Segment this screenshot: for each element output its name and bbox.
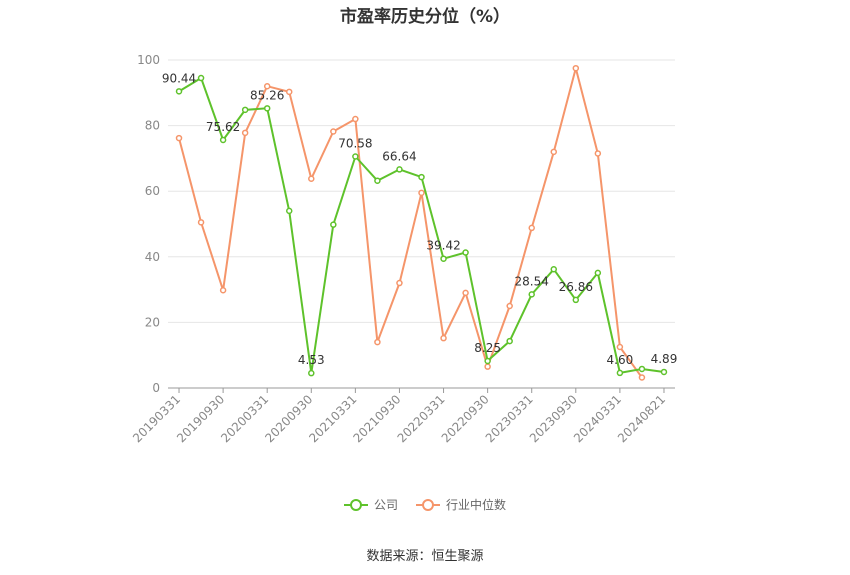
data-label-company-20200930: 4.53 [298,353,325,367]
point-industry-20240630 [638,374,646,381]
data-label-company-20220331: 39.42 [426,239,460,253]
point-company-20200930 [308,369,315,377]
data-label-company-20230930: 26.86 [559,280,593,294]
data-label-company-20190930: 75.62 [206,120,240,134]
x-tick-label-20240821: 20240821 [615,392,668,445]
point-company-20190630 [197,74,205,82]
point-industry-20221231 [506,302,513,310]
legend-label-industry: 行业中位数 [446,498,507,512]
point-company-20230930 [572,296,580,304]
point-industry-20200930 [308,175,315,182]
y-tick-label-100: 100 [137,53,160,67]
point-company-20231231 [594,269,602,277]
point-industry-20220630 [462,289,469,297]
point-company-20190331 [175,88,183,95]
point-company-20230331 [528,291,535,298]
point-industry-20201231 [330,128,337,135]
point-industry-20220331 [440,334,447,342]
point-industry-20230630 [550,148,558,156]
y-tick-label-40: 40 [145,250,160,264]
legend-label-company: 公司 [373,498,398,512]
point-company-20200331 [263,105,271,112]
y-tick-label-20: 20 [145,315,160,329]
point-company-20191231 [241,106,249,114]
point-industry-20210930 [396,279,403,287]
point-company-20200630 [285,207,293,215]
point-industry-20190331 [175,134,183,142]
point-company-20190930 [219,136,227,144]
point-company-20240331 [616,369,624,377]
point-industry-20200331 [263,82,271,90]
plot-area: 0204060801002019033120190930202003312020… [130,53,677,445]
series-group [175,64,668,381]
point-company-20240630 [638,365,646,373]
data-label-company-20240331: 4.60 [607,353,634,367]
legend-item-industry-median[interactable]: 行业中位数 [416,496,506,513]
point-company-20210930 [396,166,403,173]
point-company-20220930 [484,357,491,365]
axes: 0204060801002019033120190930202003312020… [130,53,675,445]
point-industry-20191231 [241,129,249,137]
legend-swatch-company [343,498,368,512]
legend-item-company[interactable]: 公司 [343,496,398,513]
point-industry-20240331 [616,343,624,351]
point-company-20220331 [440,255,447,262]
point-industry-20210331 [352,115,359,123]
point-company-20201231 [330,221,337,228]
point-industry-20211231 [418,189,425,197]
point-company-20211231 [418,173,425,181]
chart-title: 市盈率历史分位（%） [339,7,511,27]
legend: 公司 行业中位数 [0,496,850,513]
point-industry-20210630 [374,338,381,346]
point-industry-20200630 [285,88,293,96]
y-tick-label-0: 0 [152,381,160,395]
point-industry-20231231 [594,150,602,157]
data-label-company-20210331: 70.58 [338,136,372,150]
y-tick-label-60: 60 [145,184,160,198]
data-source: 数据来源：恒生聚源 [366,549,484,564]
data-label-company-20220930: 8.25 [474,341,501,355]
data-label-company-20210930: 66.64 [382,149,416,163]
data-label-company-20200331: 85.26 [250,88,284,102]
point-industry-20190930 [219,287,227,294]
point-company-20210331 [352,153,359,160]
point-company-20210630 [374,177,381,184]
point-industry-20190630 [197,219,205,226]
y-tick-label-80: 80 [145,119,160,133]
point-company-20230630 [550,266,558,273]
point-company-20221231 [506,337,513,345]
point-industry-20220930 [484,363,491,370]
series-line-company [178,77,665,375]
point-industry-20230331 [528,224,535,232]
point-company-20240821 [660,368,668,376]
data-label-company-20230331: 28.54 [515,274,549,288]
series-line-industry [178,67,643,379]
point-industry-20230930 [572,64,580,72]
data-label-company-20190331: 90.44 [162,71,196,85]
point-company-20220630 [462,249,469,256]
data-label-company-20240821: 4.89 [651,352,678,366]
legend-swatch-industry [416,498,440,512]
data-labels: 90.44 75.62 85.26 4.53 70.58 66.64 39.42 8.25 28… [162,71,677,367]
